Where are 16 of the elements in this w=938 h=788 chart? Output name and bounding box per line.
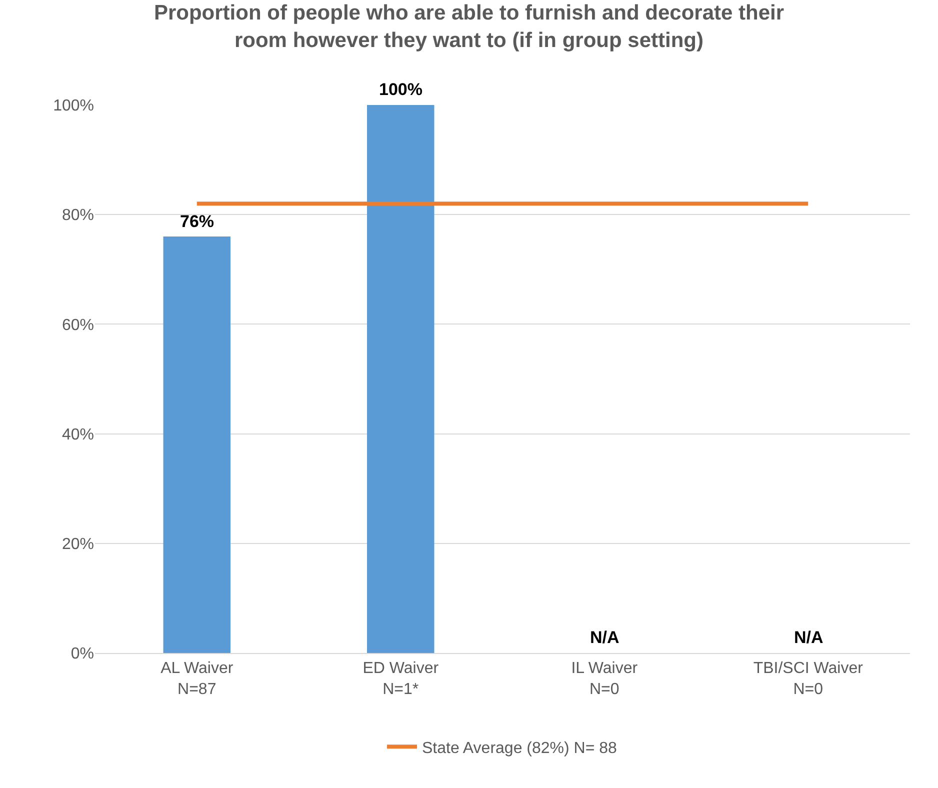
chart-title: Proportion of people who are able to furnish and decorate their room however they want to (if in group setting): [154, 2, 784, 52]
legend-label: State Average (82%) N= 88: [422, 740, 618, 757]
x-tick-label: ED Waiver N=1*: [362, 660, 440, 698]
data-label: 76%: [180, 212, 214, 231]
y-tick-label: 100%: [53, 98, 94, 115]
y-tick-label: 60%: [62, 316, 94, 334]
x-tick-label: AL Waiver N=87: [160, 660, 234, 698]
y-tick-label: 20%: [62, 536, 94, 553]
text: N/A: [590, 628, 620, 647]
data-label: 100%: [379, 80, 422, 99]
y-tick-label: 80%: [62, 207, 94, 224]
text: N/A: [794, 628, 824, 647]
y-tick-label: 0%: [70, 646, 94, 663]
x-tick-label: TBI/SCI Waiver N=0: [753, 660, 864, 698]
x-tick-label: IL Waiver N=0: [571, 660, 638, 698]
y-tick-label: 40%: [62, 426, 94, 444]
